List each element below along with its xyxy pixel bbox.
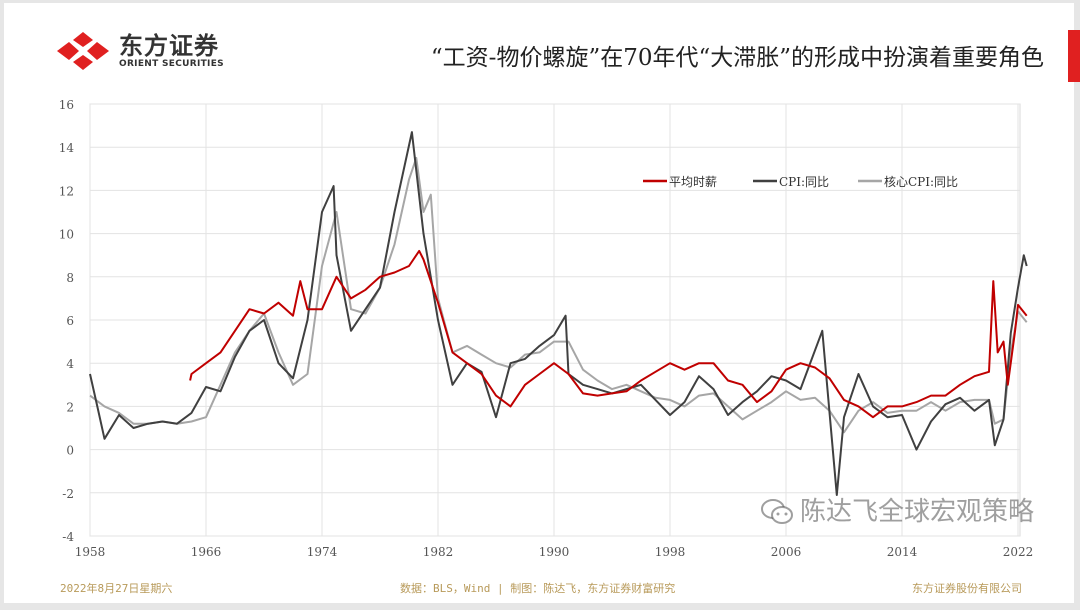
x-tick-label: 1974 [307,545,338,559]
y-tick-label: -2 [62,487,74,501]
y-tick-label: 6 [66,314,74,328]
series-line-0 [189,249,1028,419]
x-tick-label: 2014 [887,545,918,559]
x-tick-label: 1998 [655,545,686,559]
x-tick-label: 2022 [1003,545,1034,559]
x-tick-label: 1958 [75,545,106,559]
slide-title: “工资-物价螺旋”在70年代“大滞胀”的形成中扮演着重要角色 [430,45,1044,71]
slide [4,3,1074,603]
watermark-text: 陈达飞全球宏观策略 [800,497,1035,527]
logo-text-cn: 东方证券 [119,32,219,60]
footer-date: 2022年8月27日星期六 [60,582,173,595]
wechat-icon [761,499,793,524]
watermark: 陈达飞全球宏观策略 [760,496,1034,528]
y-tick-label: 14 [59,141,75,155]
x-tick-label: 2006 [771,545,802,559]
footer-source: 数据：BLS，Wind | 制图：陈达飞，东方证券财富研究 [400,582,676,595]
series-line-1 [89,131,1028,496]
y-tick-label: 12 [59,184,74,198]
accent-bar [1068,30,1080,82]
x-tick-label: 1982 [423,545,454,559]
x-tick-label: 1966 [191,545,222,559]
y-tick-label: 8 [66,271,74,285]
orient-securities-logo: 东方证券 ORIENT SECURITIES [55,30,224,72]
y-tick-label: -4 [62,530,74,544]
y-tick-label: 16 [59,98,74,112]
y-tick-label: 4 [66,357,74,371]
y-tick-label: 2 [66,400,74,414]
x-tick-label: 1990 [539,545,570,559]
footer-company: 东方证券股份有限公司 [912,582,1022,595]
legend-label: 平均时薪 [669,175,717,189]
y-tick-label: 0 [66,444,74,458]
series-line-2 [89,157,1028,434]
logo-mark-icon [57,32,109,70]
legend-label: CPI:同比 [779,175,829,189]
y-tick-label: 10 [59,228,74,242]
legend-label: 核心CPI:同比 [884,175,958,189]
logo-text-en: ORIENT SECURITIES [119,59,224,69]
